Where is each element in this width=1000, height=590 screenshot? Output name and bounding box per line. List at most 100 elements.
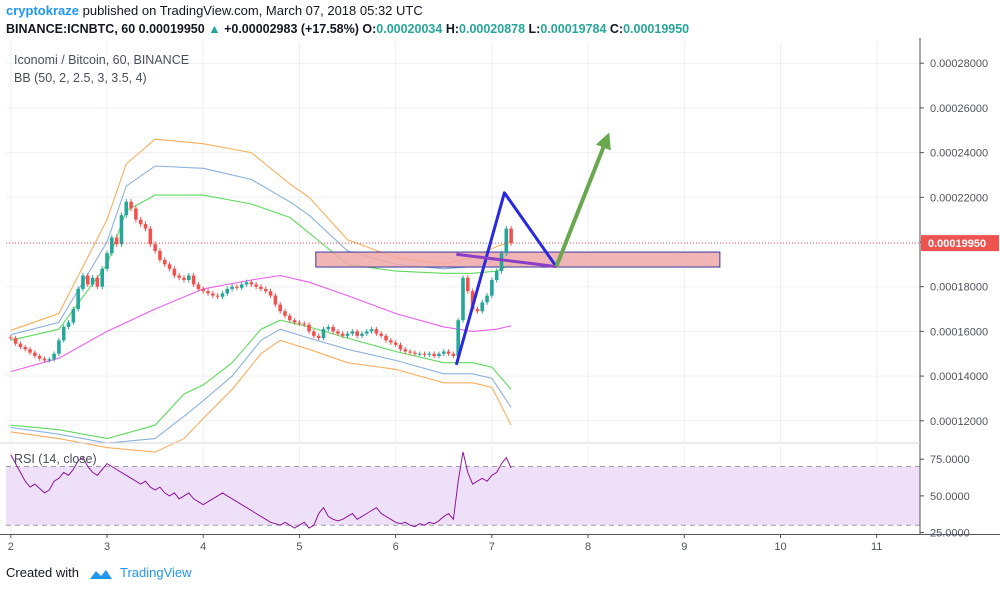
candle-body xyxy=(211,293,215,296)
candle-body xyxy=(47,359,52,361)
candle-body xyxy=(230,286,234,289)
time-tick-label: 10 xyxy=(774,541,786,553)
tradingview-logo-icon xyxy=(89,569,112,579)
candle-body xyxy=(13,338,18,344)
time-tick-label: 7 xyxy=(489,541,495,553)
low-value: 0.00019784 xyxy=(540,22,607,36)
candle-body xyxy=(470,291,475,310)
candle-body xyxy=(398,344,403,350)
candle-body xyxy=(85,275,90,285)
candle-body xyxy=(437,353,441,356)
price-change: +0.00002983 (+17.58%) xyxy=(224,22,359,36)
candle-body xyxy=(225,288,230,294)
candle-body xyxy=(33,352,37,356)
candle-body xyxy=(350,331,355,334)
candle-body xyxy=(61,326,66,341)
candle-body xyxy=(331,326,335,332)
candle-body xyxy=(490,279,494,296)
time-tick-label: 5 xyxy=(296,541,302,553)
main-panel-title[interactable]: Iconomi / Bitcoin, 60, BINANCE xyxy=(14,53,190,67)
candle-body xyxy=(134,208,138,220)
candle-body xyxy=(499,253,504,272)
candle-body xyxy=(384,335,388,341)
candle-body xyxy=(28,349,32,353)
candle-body xyxy=(148,228,153,245)
candle-body xyxy=(66,322,71,327)
open-label: O: xyxy=(362,22,377,36)
created-with-text: Created with xyxy=(6,565,79,580)
low-label: L: xyxy=(528,22,541,36)
candle-body xyxy=(297,322,302,324)
resistance-zone-box xyxy=(315,251,721,268)
price-tick-label: 0.00018000 xyxy=(930,282,988,294)
candle-body xyxy=(182,277,186,280)
candle-body xyxy=(393,342,398,345)
candle-body xyxy=(321,329,326,339)
candle-body xyxy=(336,331,340,334)
candle-body xyxy=(413,352,417,354)
candle-body xyxy=(95,277,100,287)
publisher-link[interactable]: cryptokraze xyxy=(6,3,79,18)
price-tick-label: 0.00012000 xyxy=(930,416,988,428)
current-price-tag-bg xyxy=(921,235,999,252)
candle-body xyxy=(369,329,374,332)
open-value: 0.00020034 xyxy=(376,22,443,36)
candle-body xyxy=(268,291,273,296)
time-tick-label: 11 xyxy=(871,541,882,553)
rsi-band xyxy=(6,466,920,526)
close-value: 0.00019950 xyxy=(623,22,690,36)
time-axis-labels: 2 3 4 5 6 7 8 9 10 11 xyxy=(8,534,882,553)
time-tick-label: 2 xyxy=(8,541,14,553)
candle-body xyxy=(129,201,133,209)
time-tick-label: 6 xyxy=(393,541,399,553)
candle-body xyxy=(494,271,499,280)
high-value: 0.00020878 xyxy=(459,22,526,36)
symbol-name[interactable]: BINANCE:ICNBTC, 60 xyxy=(6,22,136,36)
candle-body xyxy=(403,349,408,352)
time-tick-label: 3 xyxy=(104,541,110,553)
candle-body xyxy=(90,277,95,285)
candle-body xyxy=(162,259,167,265)
time-tick-label: 4 xyxy=(200,541,206,553)
rsi-tick-label: 75.0000 xyxy=(930,454,970,466)
last-price: 0.00019950 xyxy=(138,22,205,36)
tradingview-link[interactable]: TradingView xyxy=(120,565,192,580)
candle-body xyxy=(360,333,364,336)
price-tick-label: 0.00016000 xyxy=(930,326,988,338)
candle-body xyxy=(177,275,181,278)
candle-body xyxy=(355,331,359,336)
bb-upper-4 xyxy=(10,138,512,331)
candle-body xyxy=(441,351,446,354)
candle-body xyxy=(475,309,480,312)
candle-body xyxy=(263,288,268,292)
bb-indicator-label[interactable]: BB (50, 2, 2.5, 3, 3.5, 4) xyxy=(14,71,147,85)
publish-info: cryptokraze published on TradingView.com… xyxy=(6,3,423,18)
candle-body xyxy=(71,309,76,323)
bb-upper-3 xyxy=(10,165,512,336)
rsi-axis-labels: 25.0000 50.0000 75.0000 xyxy=(920,454,970,540)
candle-body xyxy=(316,335,321,339)
candle-body xyxy=(451,353,456,356)
candle-body xyxy=(292,320,297,323)
current-price-tag: 0.00019950 xyxy=(921,235,999,252)
candle-body xyxy=(9,337,13,339)
candle-body xyxy=(340,333,345,336)
candles xyxy=(9,198,513,363)
candle-body xyxy=(326,326,331,330)
candle-body xyxy=(143,224,148,229)
published-text: published on TradingView.com, March 07, … xyxy=(82,3,423,18)
abc-pattern-line xyxy=(454,191,558,366)
candle-body xyxy=(288,315,292,321)
candle-body xyxy=(259,286,263,289)
candle-body xyxy=(172,268,177,276)
candle-body xyxy=(461,277,465,321)
resistance-zone[interactable] xyxy=(315,251,721,268)
candle-body xyxy=(158,250,162,260)
pattern-drawing[interactable] xyxy=(454,132,611,366)
candle-body xyxy=(105,253,109,269)
candle-body xyxy=(235,286,239,288)
candle-body xyxy=(138,219,143,225)
candle-body xyxy=(485,295,489,303)
rsi-panel-title[interactable]: RSI (14, close) xyxy=(14,452,97,466)
